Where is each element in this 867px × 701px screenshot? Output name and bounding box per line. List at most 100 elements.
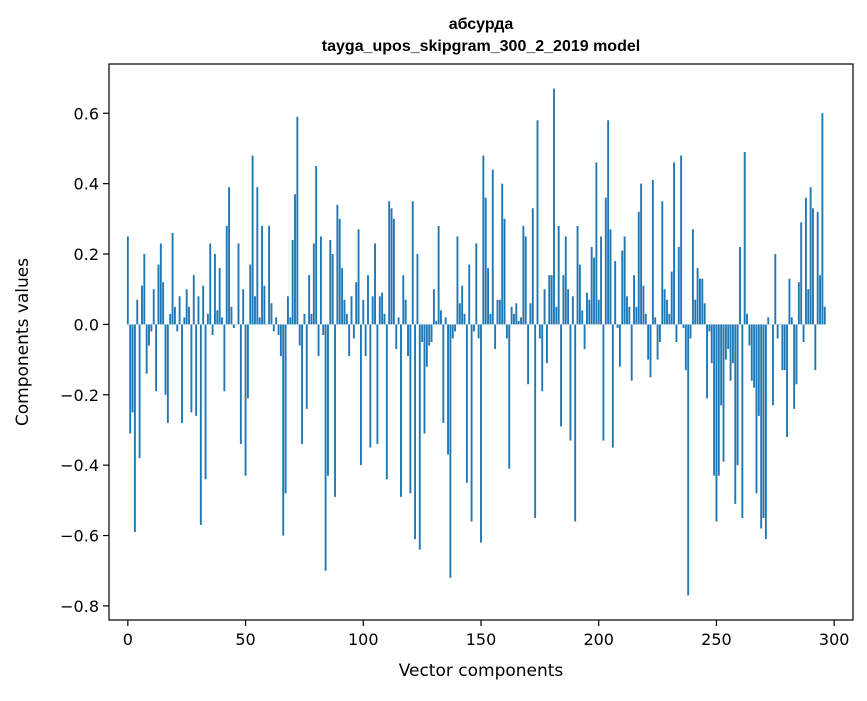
bar: [553, 89, 555, 325]
bar: [353, 324, 355, 338]
bar: [744, 152, 746, 324]
bar: [788, 279, 790, 325]
bar: [600, 236, 602, 324]
bar: [252, 155, 254, 324]
bar: [461, 286, 463, 325]
bar: [249, 265, 251, 325]
bar: [292, 240, 294, 324]
bar: [791, 317, 793, 324]
bar: [504, 219, 506, 325]
bar: [322, 324, 324, 335]
bar: [664, 289, 666, 324]
bar: [214, 254, 216, 324]
bar: [195, 324, 197, 415]
x-tick-label: 50: [235, 630, 255, 649]
bar: [412, 201, 414, 324]
bar: [275, 317, 277, 324]
bar: [821, 113, 823, 324]
bar: [263, 286, 265, 325]
bar: [680, 155, 682, 324]
bar: [671, 272, 673, 325]
bar: [638, 212, 640, 325]
bar: [468, 265, 470, 325]
x-tick-label: 0: [123, 630, 133, 649]
x-tick-label: 250: [701, 630, 732, 649]
bar: [355, 282, 357, 324]
bar: [727, 324, 729, 349]
bar: [817, 212, 819, 325]
bar: [395, 324, 397, 349]
bar: [416, 254, 418, 324]
bar: [240, 324, 242, 444]
bar: [344, 300, 346, 325]
bar: [181, 324, 183, 423]
bar: [725, 324, 727, 359]
bar: [259, 317, 261, 324]
bar: [793, 324, 795, 408]
bar: [515, 303, 517, 324]
bar: [527, 324, 529, 384]
bar: [753, 324, 755, 387]
bar: [772, 324, 774, 405]
bar: [221, 317, 223, 324]
bar: [452, 324, 454, 338]
bar: [595, 163, 597, 325]
bar: [631, 324, 633, 380]
bar: [805, 198, 807, 325]
bar: [501, 184, 503, 325]
bar: [438, 226, 440, 325]
bar: [190, 324, 192, 412]
bar: [760, 324, 762, 528]
bar: [457, 236, 459, 324]
bar: [513, 314, 515, 325]
bar: [661, 201, 663, 324]
bar: [572, 296, 574, 324]
bar: [574, 324, 576, 521]
bar: [482, 155, 484, 324]
bar: [407, 324, 409, 356]
bar: [692, 229, 694, 324]
bar: [306, 324, 308, 408]
bar: [247, 324, 249, 398]
bar: [158, 265, 160, 325]
bar: [807, 289, 809, 324]
bar: [800, 222, 802, 324]
bar: [522, 226, 524, 325]
bar: [146, 324, 148, 373]
bar: [610, 229, 612, 324]
bar: [567, 289, 569, 324]
bar: [153, 289, 155, 324]
bar: [129, 324, 131, 433]
bar: [183, 317, 185, 324]
bar: [421, 324, 423, 342]
bar: [165, 324, 167, 394]
bar: [329, 240, 331, 324]
bar: [282, 324, 284, 535]
bar: [551, 275, 553, 324]
bar: [367, 275, 369, 324]
x-axis-label: Vector components: [399, 661, 564, 681]
bar: [647, 324, 649, 359]
bar: [633, 275, 635, 324]
bar: [774, 254, 776, 324]
bar: [690, 324, 692, 338]
bar: [824, 307, 826, 325]
bar: [339, 219, 341, 325]
y-tick-label: 0.2: [74, 245, 99, 264]
bar: [362, 300, 364, 325]
y-tick-label: −0.4: [60, 456, 99, 475]
bar: [716, 324, 718, 521]
bar: [134, 324, 136, 532]
bar: [565, 236, 567, 324]
bar: [562, 275, 564, 324]
bar: [320, 236, 322, 324]
bar: [136, 300, 138, 325]
bar: [814, 324, 816, 370]
bar: [294, 194, 296, 324]
bar: [459, 303, 461, 324]
bar: [313, 243, 315, 324]
bar: [179, 296, 181, 324]
bar: [586, 293, 588, 325]
bar: [228, 187, 230, 324]
bar: [454, 324, 456, 331]
